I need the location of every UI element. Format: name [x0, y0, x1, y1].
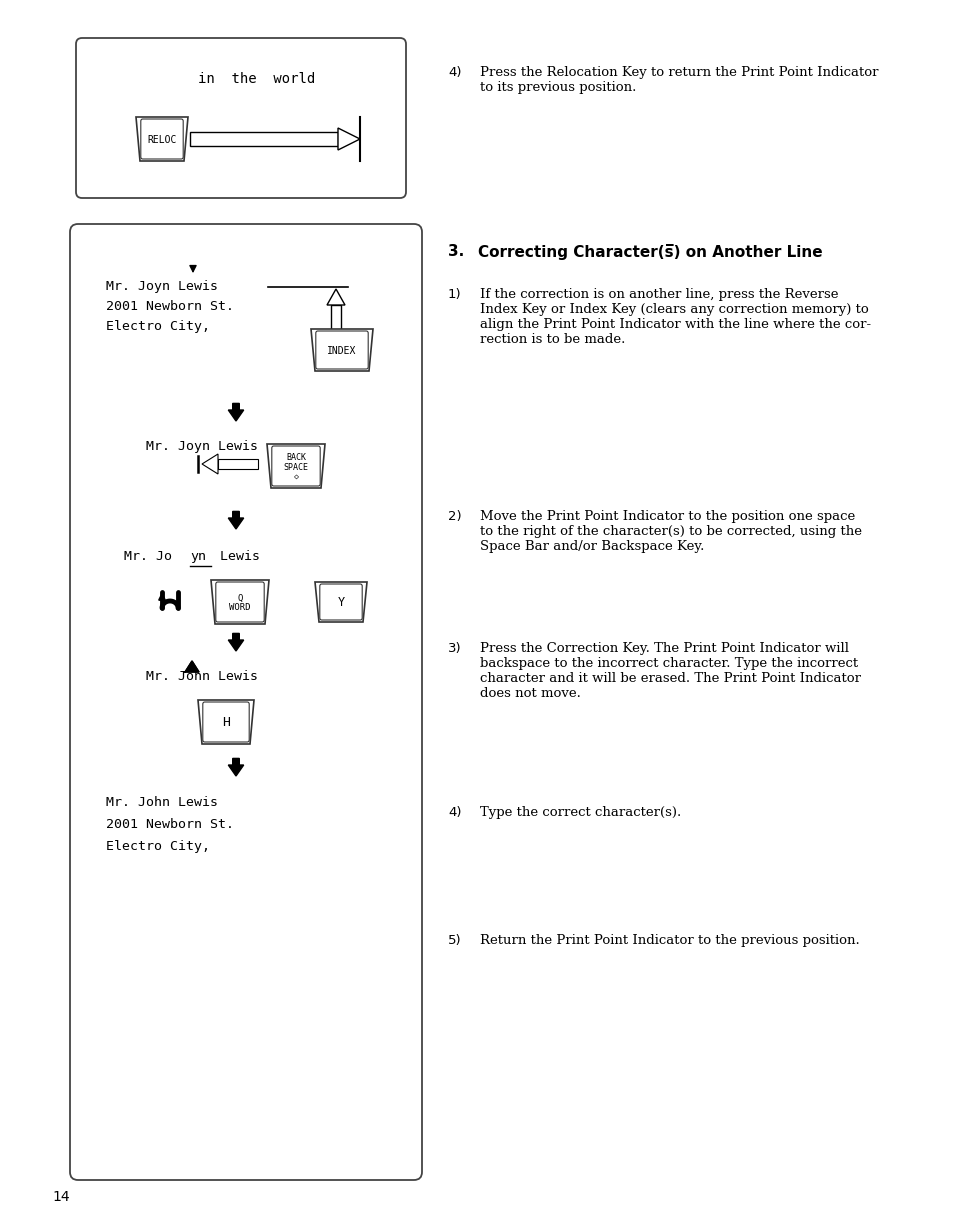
Polygon shape: [314, 582, 367, 622]
Text: Mr. John Lewis: Mr. John Lewis: [106, 796, 218, 808]
Text: Mr. Joyn Lewis: Mr. Joyn Lewis: [146, 440, 257, 453]
FancyBboxPatch shape: [141, 119, 183, 159]
Text: 2001 Newborn St.: 2001 Newborn St.: [106, 300, 233, 314]
FancyBboxPatch shape: [203, 702, 249, 742]
Text: Press the Relocation Key to return the Print Point Indicator
to its previous pos: Press the Relocation Key to return the P…: [479, 66, 878, 94]
Polygon shape: [202, 454, 218, 474]
Polygon shape: [311, 330, 373, 371]
Text: If the correction is on another line, press the Reverse
Index Key or Index Key (: If the correction is on another line, pr…: [479, 288, 870, 345]
Polygon shape: [228, 633, 243, 650]
Polygon shape: [327, 289, 345, 305]
Text: Return the Print Point Indicator to the previous position.: Return the Print Point Indicator to the …: [479, 933, 859, 947]
Polygon shape: [198, 699, 253, 744]
Polygon shape: [185, 662, 199, 673]
FancyBboxPatch shape: [76, 38, 406, 198]
Text: Lewis: Lewis: [212, 550, 260, 564]
Text: RELOC: RELOC: [147, 135, 176, 145]
Text: 14: 14: [52, 1189, 70, 1204]
Text: Q
WORD: Q WORD: [229, 594, 251, 612]
Text: Y: Y: [337, 597, 344, 610]
Text: Press the Correction Key. The Print Point Indicator will
backspace to the incorr: Press the Correction Key. The Print Poin…: [479, 642, 861, 699]
Polygon shape: [228, 758, 243, 775]
Text: Electro City,: Electro City,: [106, 320, 210, 333]
FancyBboxPatch shape: [319, 584, 362, 620]
Text: Type the correct character(s).: Type the correct character(s).: [479, 806, 680, 820]
Polygon shape: [337, 127, 359, 149]
Text: Mr. John Lewis: Mr. John Lewis: [146, 670, 257, 684]
FancyBboxPatch shape: [70, 224, 421, 1180]
FancyBboxPatch shape: [331, 305, 340, 342]
Text: Electro City,: Electro City,: [106, 840, 210, 853]
Text: Mr. Joyn Lewis: Mr. Joyn Lewis: [106, 281, 218, 293]
Polygon shape: [228, 403, 243, 421]
FancyBboxPatch shape: [218, 459, 257, 469]
Text: in  the  world: in the world: [198, 72, 315, 86]
Text: 3.: 3.: [448, 244, 464, 258]
Polygon shape: [136, 118, 188, 160]
Text: yn: yn: [190, 550, 206, 564]
Text: H: H: [222, 717, 230, 730]
Text: Move the Print Point Indicator to the position one space
to the right of the cha: Move the Print Point Indicator to the po…: [479, 510, 862, 552]
Text: 2): 2): [448, 510, 461, 523]
Text: Mr. Jo: Mr. Jo: [124, 550, 172, 564]
Text: 5): 5): [448, 933, 461, 947]
Text: BACK
SPACE
◇: BACK SPACE ◇: [283, 453, 308, 480]
Polygon shape: [211, 579, 269, 624]
Text: 3): 3): [448, 642, 461, 655]
Text: Correcting Character(s̅) on Another Line: Correcting Character(s̅) on Another Line: [477, 244, 821, 260]
Text: INDEX: INDEX: [327, 345, 356, 356]
FancyBboxPatch shape: [215, 582, 264, 622]
FancyBboxPatch shape: [315, 331, 368, 369]
Polygon shape: [228, 511, 243, 529]
Text: 2001 Newborn St.: 2001 Newborn St.: [106, 818, 233, 831]
Text: 4): 4): [448, 806, 461, 820]
Polygon shape: [267, 443, 325, 488]
FancyBboxPatch shape: [272, 446, 320, 486]
Text: 1): 1): [448, 288, 461, 301]
FancyBboxPatch shape: [190, 132, 337, 146]
Text: 4): 4): [448, 66, 461, 78]
